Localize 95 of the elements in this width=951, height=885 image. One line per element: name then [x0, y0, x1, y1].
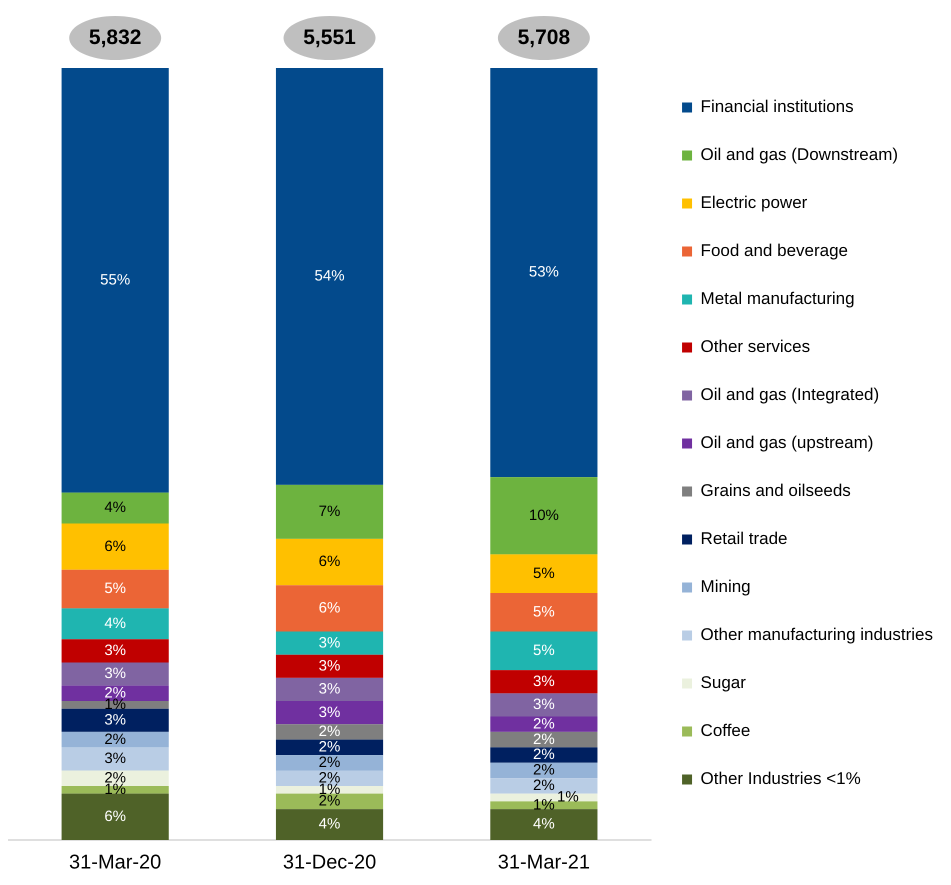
- data-label: 4%: [104, 499, 126, 516]
- data-label: 53%: [528, 264, 559, 281]
- bar: [276, 809, 384, 840]
- data-label: 1%: [533, 796, 555, 814]
- bar: [62, 794, 169, 840]
- bar: [62, 639, 169, 662]
- bar: [490, 554, 598, 593]
- data-label: 3%: [318, 634, 340, 652]
- legend-label: Other manufacturing industries: [700, 625, 934, 644]
- data-label: 3%: [318, 704, 340, 721]
- x-tick-label: 31-Dec-20: [282, 852, 376, 874]
- legend-label: Other services: [700, 337, 810, 356]
- bar: [276, 538, 384, 586]
- legend-label: Sugar: [700, 673, 746, 692]
- data-label: 2%: [533, 746, 555, 764]
- data-label: 55%: [100, 271, 130, 288]
- bar: [62, 523, 169, 570]
- legend-label: Food and beverage: [700, 241, 848, 260]
- data-label: 3%: [104, 665, 126, 682]
- data-label: 6%: [104, 808, 126, 825]
- data-label: 3%: [318, 657, 340, 674]
- data-label: 2%: [533, 730, 555, 748]
- data-label: 2%: [318, 723, 340, 740]
- bar: [62, 708, 169, 732]
- legend-label: Coffee: [700, 721, 750, 740]
- data-label: 3%: [533, 672, 555, 690]
- data-label: 6%: [318, 600, 340, 617]
- bar: [490, 809, 598, 840]
- x-tick-label: 31-Mar-21: [498, 852, 590, 874]
- data-label: 5%: [533, 564, 555, 582]
- bar: [490, 592, 598, 632]
- bar: [62, 492, 169, 524]
- legend-label: Oil and gas (upstream): [700, 433, 874, 452]
- data-label: 54%: [314, 268, 345, 285]
- legend-label: Retail trade: [700, 529, 788, 548]
- data-label: 6%: [104, 538, 126, 555]
- data-label: 4%: [318, 816, 340, 833]
- legend-label: Oil and gas (Downstream): [700, 145, 898, 164]
- bar: [276, 794, 384, 810]
- data-label: 2%: [104, 730, 126, 748]
- bar: [490, 732, 598, 748]
- data-label: 4%: [533, 816, 555, 833]
- bar: [276, 678, 384, 702]
- data-label: 3%: [104, 642, 126, 659]
- legend-label: Other Industries <1%: [700, 769, 861, 788]
- data-label: 2%: [533, 715, 555, 732]
- bar: [276, 632, 384, 655]
- legend-label: Grains and oilseeds: [700, 481, 851, 500]
- text: 5,832: [88, 26, 142, 49]
- bar: [276, 701, 384, 724]
- bar: [62, 608, 169, 640]
- bar: [490, 716, 598, 732]
- legend-label: Electric power: [700, 193, 808, 212]
- bar: [62, 747, 169, 771]
- data-label: 1%: [557, 788, 579, 806]
- legend-label: Mining: [700, 577, 751, 596]
- bar: [490, 762, 598, 778]
- data-label: 3%: [104, 711, 126, 728]
- bar: [490, 632, 598, 670]
- text: 5,708: [518, 26, 570, 49]
- text: 5,551: [303, 26, 356, 49]
- bar: [62, 732, 169, 748]
- data-label: 2%: [318, 754, 340, 771]
- data-label: 2%: [318, 738, 340, 756]
- bar: [490, 670, 598, 694]
- data-label: 5%: [533, 642, 555, 659]
- data-label: 3%: [533, 696, 555, 714]
- bar: [62, 570, 169, 608]
- data-label: 2%: [533, 777, 555, 794]
- bar: [276, 484, 384, 539]
- data-label: 5%: [104, 580, 126, 598]
- bar: [276, 654, 384, 678]
- bar: [276, 585, 384, 632]
- legend-label: Financial institutions: [700, 97, 854, 116]
- bar: [62, 68, 169, 493]
- bar: [276, 740, 384, 756]
- bar: [490, 68, 598, 478]
- bar: [490, 747, 598, 763]
- legend-label: Oil and gas (Integrated): [700, 385, 880, 404]
- x-tick-label: 31-Mar-20: [69, 852, 162, 874]
- bar: [490, 693, 598, 716]
- data-label: 2%: [533, 762, 555, 779]
- data-label: 5%: [533, 603, 555, 620]
- data-label: 4%: [104, 614, 126, 632]
- bar: [276, 68, 384, 485]
- bar: [276, 755, 384, 771]
- bar: [490, 477, 598, 554]
- bar: [62, 662, 169, 686]
- data-label: 3%: [318, 680, 340, 698]
- legend-label: Metal manufacturing: [700, 289, 855, 308]
- data-label: 7%: [318, 503, 340, 520]
- bar: [276, 724, 384, 740]
- data-label: 10%: [528, 506, 559, 524]
- data-label: 3%: [104, 750, 126, 768]
- data-label: 6%: [318, 553, 340, 570]
